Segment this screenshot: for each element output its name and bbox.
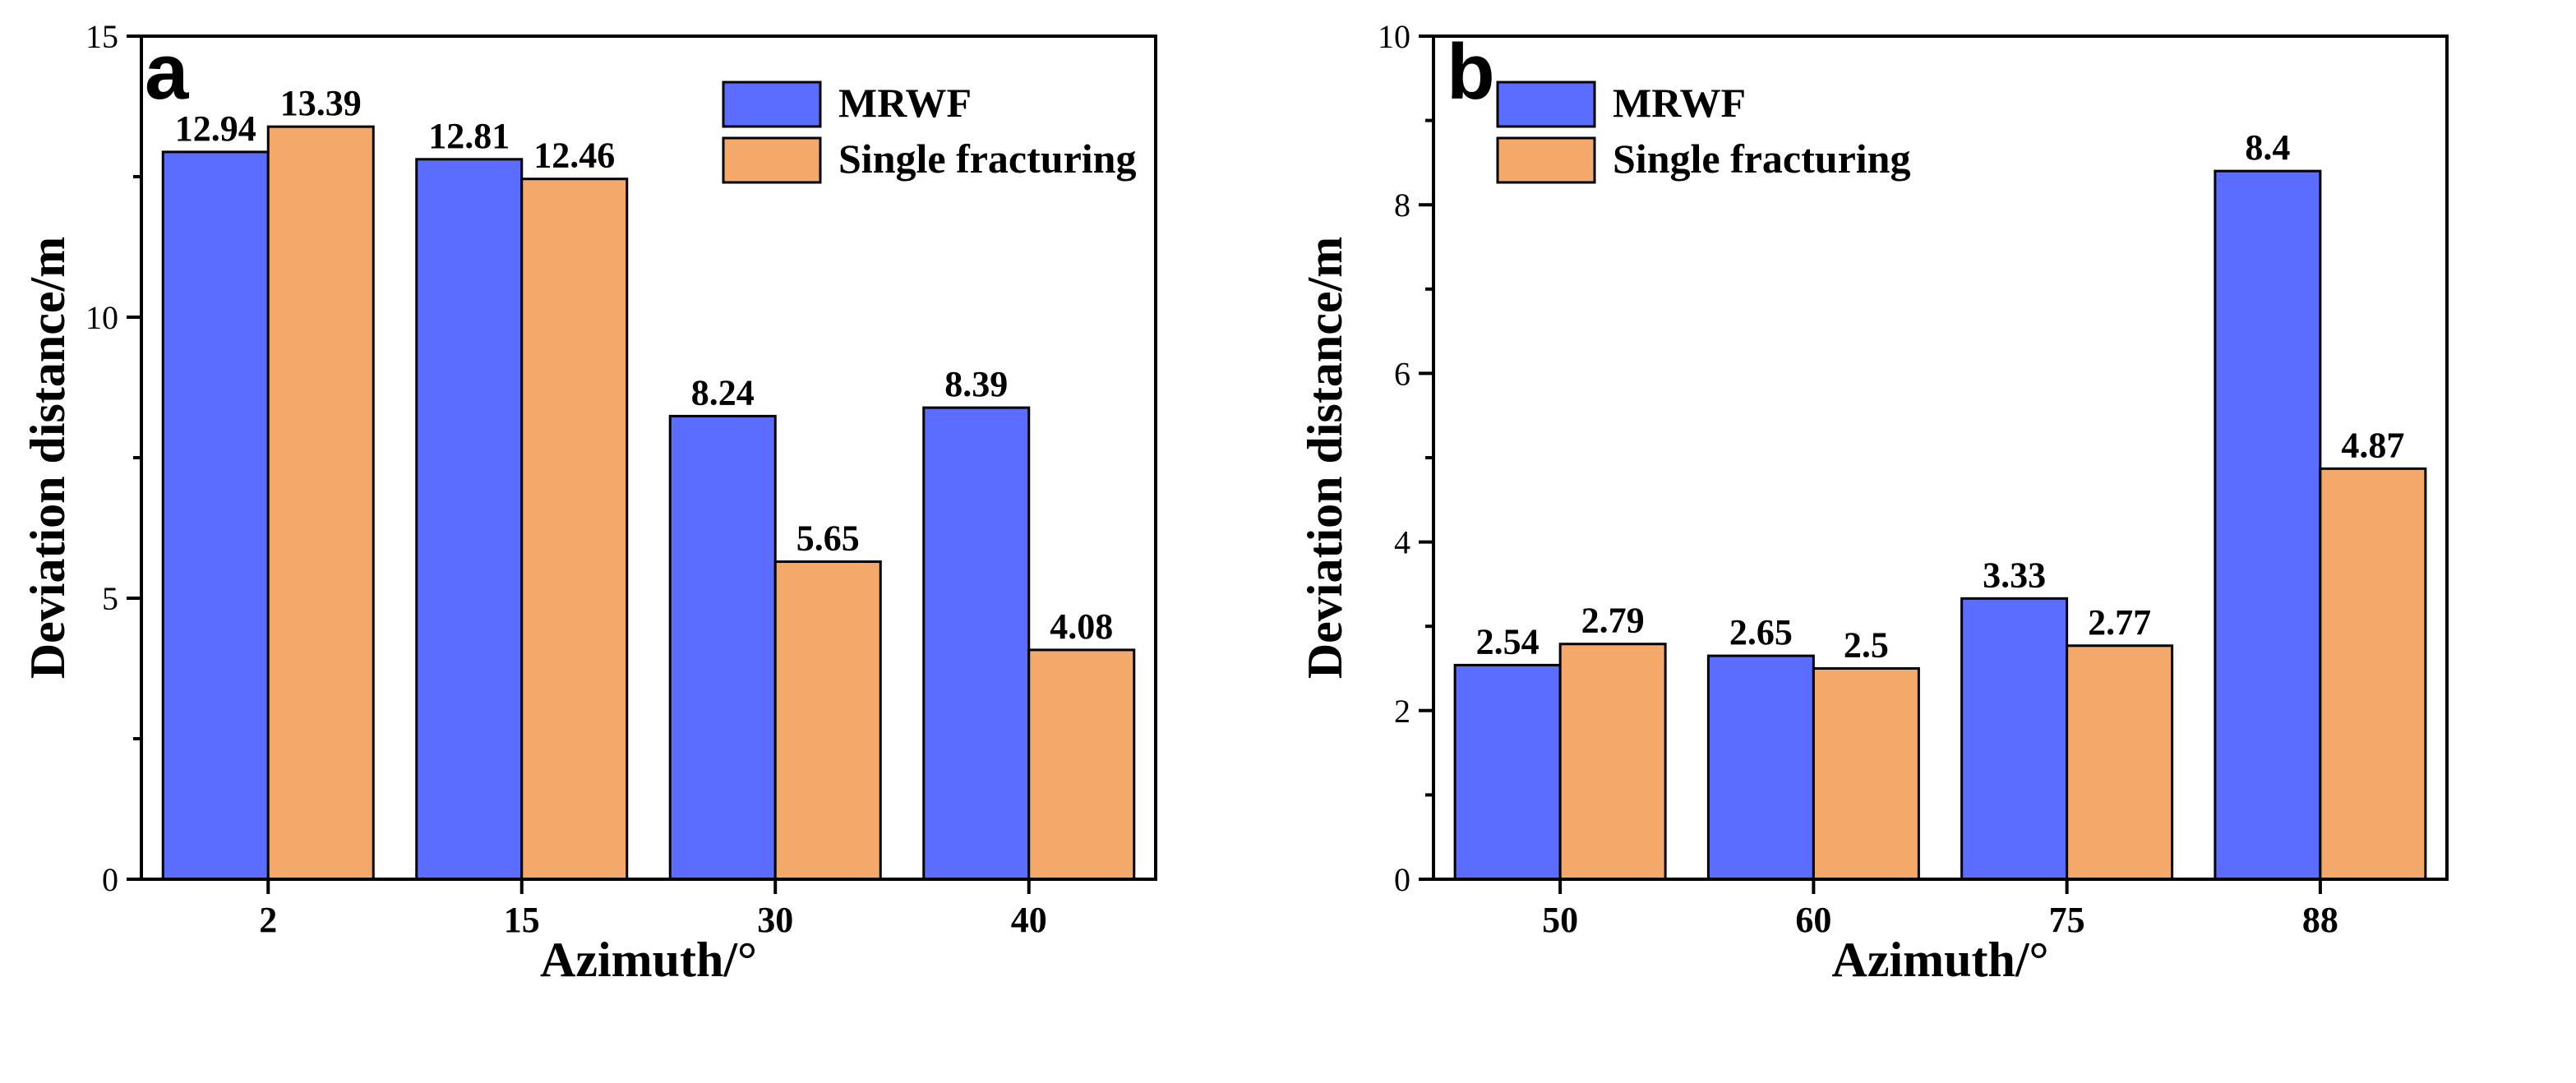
data-label-b-1-1: 2.5 bbox=[1844, 625, 1889, 666]
data-label-a-1-0: 13.39 bbox=[280, 83, 362, 123]
legend-swatch-b-0 bbox=[1496, 81, 1596, 128]
bar-b-single-fracturing-88 bbox=[2319, 467, 2427, 881]
data-label-b-0-2: 3.33 bbox=[1983, 555, 2046, 595]
data-label-a-0-0: 12.94 bbox=[175, 108, 256, 149]
legend-label-a-0: MRWF bbox=[838, 80, 972, 126]
legend-swatch-a-0 bbox=[722, 81, 822, 128]
data-label-a-1-1: 12.46 bbox=[533, 136, 615, 176]
y-tick-label-b-5: 10 bbox=[1378, 18, 1410, 55]
x-tick-label-a-1: 15 bbox=[504, 900, 540, 940]
bar-a-single-fracturing-2 bbox=[266, 125, 375, 881]
y-axis-title-b: Deviation distance/m bbox=[1298, 237, 1352, 679]
x-axis-title-b: Azimuth/° bbox=[1832, 933, 2049, 987]
legend-label-b-1: Single fracturing bbox=[1613, 136, 1910, 182]
data-label-a-1-2: 5.65 bbox=[796, 518, 860, 559]
data-label-b-0-0: 2.54 bbox=[1476, 621, 1540, 661]
bar-a-mrwf-2 bbox=[161, 150, 270, 881]
y-tick-label-b-1: 2 bbox=[1394, 693, 1410, 730]
legend-swatch-b-1 bbox=[1496, 136, 1596, 184]
x-tick-label-b-3: 88 bbox=[2302, 900, 2338, 940]
x-axis-title-a: Azimuth/° bbox=[540, 933, 757, 987]
data-label-b-1-2: 2.77 bbox=[2088, 602, 2151, 643]
x-tick-label-b-2: 75 bbox=[2049, 900, 2085, 940]
y-tick-label-b-4: 8 bbox=[1394, 187, 1410, 224]
bar-b-single-fracturing-60 bbox=[1812, 667, 1920, 881]
panel-label-b: b bbox=[1447, 28, 1495, 116]
data-label-b-1-3: 4.87 bbox=[2341, 425, 2404, 465]
bar-a-single-fracturing-40 bbox=[1027, 648, 1136, 881]
data-label-b-0-3: 8.4 bbox=[2245, 127, 2290, 168]
data-label-a-0-2: 8.24 bbox=[691, 372, 755, 412]
x-tick-label-b-1: 60 bbox=[1795, 900, 1831, 940]
x-tick-label-a-0: 2 bbox=[259, 900, 277, 940]
y-tick-label-b-0: 0 bbox=[1394, 861, 1410, 898]
bar-a-single-fracturing-30 bbox=[773, 560, 882, 881]
bar-b-single-fracturing-75 bbox=[2066, 644, 2174, 881]
y-tick-label-a-0: 0 bbox=[102, 861, 118, 898]
x-tick-label-b-0: 50 bbox=[1542, 900, 1578, 940]
bar-b-mrwf-60 bbox=[1706, 654, 1815, 881]
data-label-a-0-1: 12.81 bbox=[428, 116, 510, 156]
bar-b-mrwf-75 bbox=[1960, 597, 2069, 881]
bar-b-single-fracturing-50 bbox=[1558, 643, 1667, 881]
y-axis-title-a: Deviation distance/m bbox=[21, 237, 75, 679]
data-label-b-1-0: 2.79 bbox=[1581, 601, 1645, 641]
bar-a-mrwf-40 bbox=[922, 406, 1031, 881]
bar-a-mrwf-15 bbox=[415, 158, 524, 881]
bar-b-mrwf-50 bbox=[1453, 663, 1562, 881]
legend-swatch-a-1 bbox=[722, 136, 822, 184]
y-tick-label-a-1: 5 bbox=[102, 580, 118, 617]
bar-a-mrwf-30 bbox=[668, 414, 777, 881]
bar-b-mrwf-88 bbox=[2214, 169, 2322, 881]
y-tick-label-a-3: 15 bbox=[85, 18, 118, 55]
panel-label-a: a bbox=[145, 28, 189, 116]
bar-a-single-fracturing-15 bbox=[520, 177, 629, 881]
data-label-a-0-3: 8.39 bbox=[944, 364, 1008, 404]
x-tick-label-a-2: 30 bbox=[757, 900, 793, 940]
y-tick-label-a-2: 10 bbox=[85, 299, 118, 336]
data-label-b-0-1: 2.65 bbox=[1729, 612, 1793, 652]
legend-label-a-1: Single fracturing bbox=[838, 136, 1136, 182]
legend-label-b-0: MRWF bbox=[1613, 80, 1746, 126]
y-tick-label-b-3: 6 bbox=[1394, 355, 1410, 392]
data-label-a-1-3: 4.08 bbox=[1050, 606, 1113, 647]
x-tick-label-a-3: 40 bbox=[1011, 900, 1047, 940]
y-tick-label-b-2: 4 bbox=[1394, 524, 1410, 561]
